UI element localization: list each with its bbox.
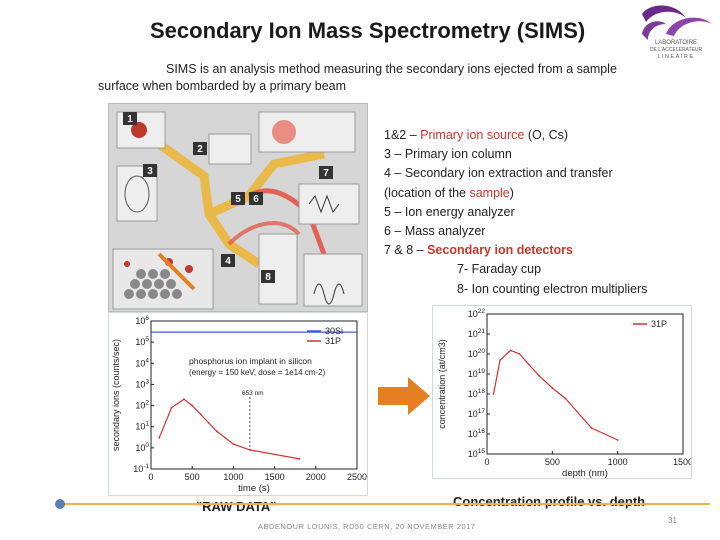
data-point bbox=[216, 430, 218, 433]
data-point bbox=[527, 363, 530, 366]
page-number: 31 bbox=[668, 516, 677, 525]
y-tick-label: 1015 bbox=[468, 448, 486, 459]
data-point bbox=[492, 393, 495, 395]
diagram-label-8: 8 bbox=[265, 272, 271, 283]
logo-line-3: LINEAIRE bbox=[657, 54, 694, 60]
y-tick-label: 1017 bbox=[468, 408, 486, 419]
data-point bbox=[207, 422, 210, 424]
y-tick-label: 1016 bbox=[468, 428, 486, 439]
y-tick-label: 1021 bbox=[468, 328, 486, 339]
y-tick-label: 101 bbox=[135, 421, 149, 432]
raw-data-chart: 0 500 1000 1500 2000 2500 10-1 100 101 102 103 104 1… bbox=[108, 312, 368, 496]
data-point bbox=[158, 436, 161, 439]
data-point bbox=[509, 349, 512, 352]
logo-line-2: DE L'ACCELERATEUR bbox=[650, 47, 703, 53]
data-point bbox=[616, 439, 619, 441]
x-tick-label: 500 bbox=[185, 472, 200, 482]
legend-line-3: 4 – Secondary ion extraction and transfe… bbox=[384, 166, 613, 181]
x-tick-label: 1000 bbox=[608, 457, 628, 467]
x-tick-label: 1500 bbox=[673, 457, 691, 467]
concentration-chart: 0 500 1000 1500 1015 1016 1017 1018 1019 1020 1021… bbox=[432, 305, 693, 479]
data-point bbox=[518, 353, 521, 355]
legend-line-1: 1&2 – Primary ion source (O, Cs) bbox=[384, 128, 569, 142]
chart-annotation-2: (energy = 150 keV, dose = 1e14 cm-2) bbox=[189, 368, 326, 377]
x-tick-label: 1000 bbox=[223, 472, 243, 482]
legend-line-8: 7- Faraday cup bbox=[457, 262, 542, 277]
diagram-label-5: 5 bbox=[235, 194, 241, 205]
footer-dot bbox=[55, 499, 65, 509]
legend-line-9: 8- Ion counting electron multipliers bbox=[457, 281, 648, 296]
y-tick-label: 1020 bbox=[468, 348, 486, 359]
concentration-caption: Concentration profile vs. depth bbox=[453, 494, 646, 509]
lal-logo: LABORATOIRE DE L'ACCELERATEUR LINEAIRE bbox=[636, 4, 716, 62]
y-axis-label: concentration (at/cm3) bbox=[437, 339, 447, 429]
data-point bbox=[191, 404, 194, 407]
x-tick-label: 2500 bbox=[347, 472, 367, 482]
plot-frame bbox=[486, 313, 684, 455]
legend-label: 31P bbox=[325, 336, 341, 346]
y-tick-label: 1019 bbox=[468, 368, 486, 379]
y-tick-label: 106 bbox=[135, 315, 149, 326]
logo-line-1: LABORATOIRE bbox=[655, 40, 697, 46]
y-tick-label: 104 bbox=[135, 357, 149, 368]
right-arrow-icon bbox=[378, 377, 430, 415]
x-tick-label: 0 bbox=[484, 457, 489, 467]
y-tick-label: 1018 bbox=[468, 388, 486, 399]
diagram-label-3: 3 bbox=[147, 166, 153, 177]
diagram-label-2: 2 bbox=[197, 144, 203, 155]
legend-line-2: 3 – Primary ion column bbox=[384, 147, 512, 162]
component-legend: 1&2 – Primary ion source (O, Cs) 3 – Pri… bbox=[384, 126, 647, 299]
data-point bbox=[590, 427, 593, 429]
x-tick-label: 1500 bbox=[265, 472, 285, 482]
y-tick-label: 103 bbox=[135, 378, 149, 389]
data-point bbox=[199, 413, 202, 415]
diagram-label-1: 1 bbox=[127, 114, 133, 125]
data-point bbox=[232, 443, 235, 446]
data-point bbox=[564, 397, 567, 400]
data-point bbox=[356, 331, 358, 333]
y-axis-label: secondary ions (counts/sec) bbox=[111, 339, 121, 451]
footer-text: ABDENOUR LOUNIS, RD50 CERN, 20 NOVEMBER … bbox=[258, 522, 476, 531]
data-point bbox=[538, 375, 541, 377]
data-point bbox=[499, 359, 501, 361]
series-line-31P bbox=[492, 349, 618, 441]
footer-divider bbox=[60, 503, 710, 505]
legend-label: 30Si bbox=[325, 326, 343, 336]
y-tick-label: 10-1 bbox=[133, 463, 149, 474]
data-point bbox=[224, 436, 227, 439]
diagram-label-6: 6 bbox=[253, 194, 259, 205]
y-tick-label: 102 bbox=[135, 400, 149, 411]
legend-line-4: (location of the sample) bbox=[384, 185, 514, 200]
legend-label: 31P bbox=[651, 319, 667, 329]
intro-line-2: surface when bombarded by a primary beam bbox=[98, 79, 347, 93]
legend-line-6: 6 – Mass analyzer bbox=[384, 224, 486, 239]
y-tick-label: 1022 bbox=[468, 308, 486, 319]
page-title: Secondary Ion Mass Spectrometry (SIMS) bbox=[150, 18, 586, 43]
data-point bbox=[551, 387, 554, 389]
legend-line-7: 7 & 8 – Secondary ion detectors bbox=[384, 243, 573, 258]
diagram-label-7: 7 bbox=[323, 168, 329, 179]
x-tick-label: 500 bbox=[545, 457, 560, 467]
data-point bbox=[298, 458, 301, 460]
diagram-label-4: 4 bbox=[225, 256, 231, 267]
plot-frame bbox=[150, 320, 358, 470]
intro-text: SIMS is an analysis method measuring the… bbox=[98, 61, 698, 95]
data-point bbox=[170, 406, 173, 409]
x-tick-label: 0 bbox=[148, 472, 153, 482]
y-tick-label: 100 bbox=[135, 442, 149, 453]
sims-instrument-diagram: 1 2 3 4 5 6 7 8 bbox=[108, 103, 368, 312]
depth-marker-label: 653 nm bbox=[242, 390, 264, 397]
chart-annotation: phosphorus ion implant in silicon bbox=[189, 356, 312, 366]
raw-data-caption: "RAW DATA" bbox=[196, 499, 277, 514]
intro-line-1: SIMS is an analysis method measuring the… bbox=[166, 62, 617, 76]
data-point bbox=[183, 398, 185, 401]
x-tick-label: 2000 bbox=[306, 472, 326, 482]
y-tick-label: 105 bbox=[135, 336, 149, 347]
x-axis-label: time (s) bbox=[238, 483, 270, 494]
data-point bbox=[150, 331, 152, 333]
series-line-31P bbox=[158, 398, 300, 460]
x-axis-label: depth (nm) bbox=[562, 468, 608, 478]
legend-line-5: 5 – Ion energy analyzer bbox=[384, 204, 515, 219]
